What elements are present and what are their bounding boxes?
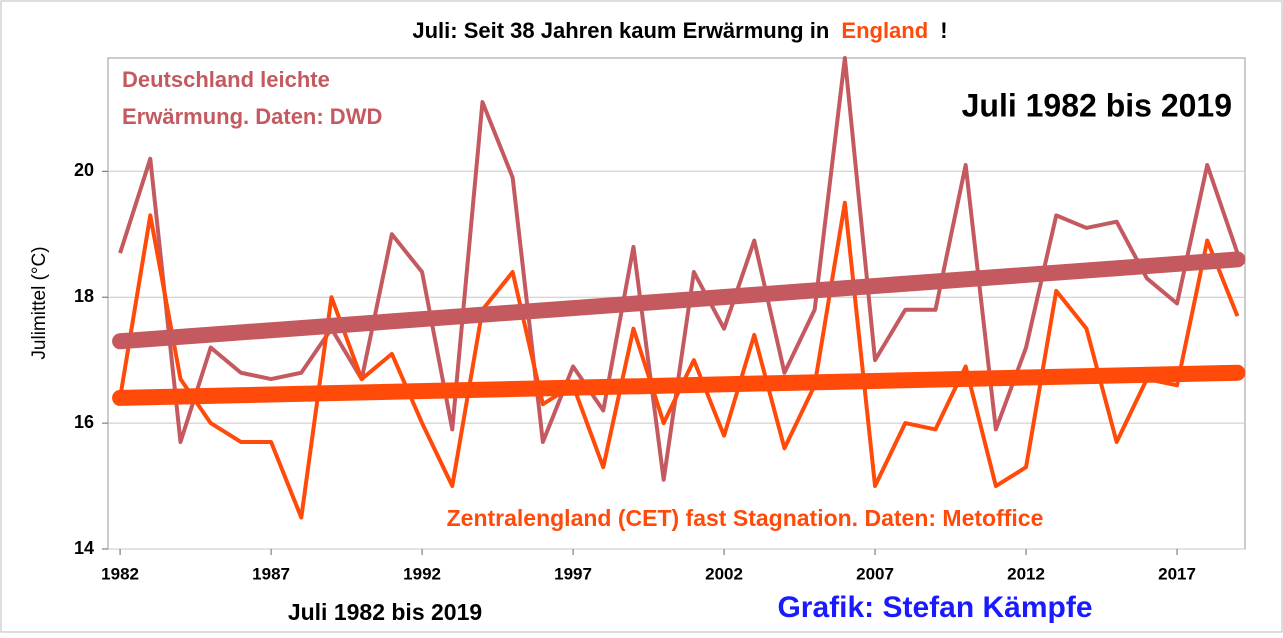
y-tick-label: 18 [74,286,94,306]
title-part: ! [940,18,947,43]
x-tick-label: 1982 [101,564,139,583]
y-tick-label: 20 [74,160,94,180]
annotation: Juli 1982 bis 2019 [962,87,1232,123]
annotation: Deutschland leichte [122,67,330,92]
chart-title: Juli: Seit 38 Jahren kaum Erwärmung in E… [412,18,947,43]
y-axis-label: Julimittel (°C) [29,246,50,359]
x-tick-label: 1992 [403,564,441,583]
x-tick-label: 1997 [554,564,592,583]
trend-line [112,364,1246,406]
annotation: Erwärmung. Daten: DWD [122,104,382,129]
annotation: Zentralengland (CET) fast Stagnation. Da… [447,505,1044,531]
annotation: Juli 1982 bis 2019 [288,599,482,625]
x-tick-label: 2017 [1158,564,1196,583]
title-part: Juli: Seit 38 Jahren kaum Erwärmung in [412,18,829,43]
data-line [118,56,1240,482]
x-tick-label: 2012 [1007,564,1045,583]
title-part: England [841,18,928,43]
y-tick-label: 16 [74,412,94,432]
trend-line [112,251,1246,350]
annotation: Grafik: Stefan Kämpfe [777,591,1092,624]
x-tick-label: 2002 [705,564,743,583]
x-tick-label: 2007 [856,564,894,583]
x-tick-label: 1987 [252,564,290,583]
y-tick-label: 14 [74,538,94,558]
